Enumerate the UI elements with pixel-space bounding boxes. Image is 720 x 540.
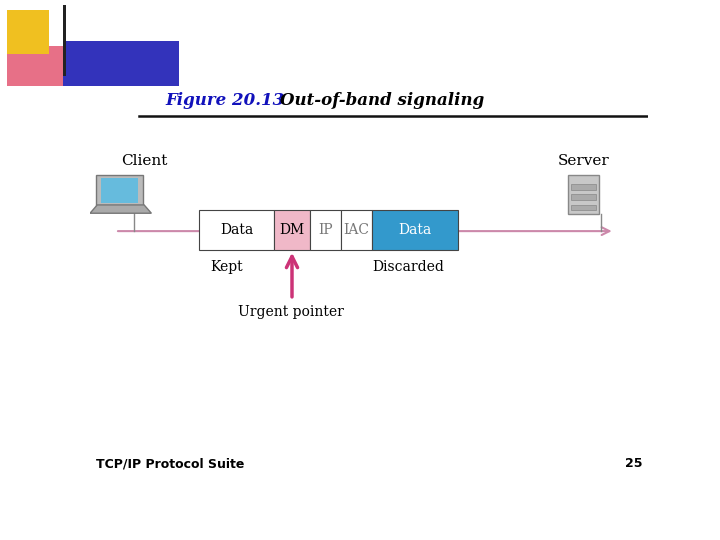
Text: Kept: Kept (210, 260, 243, 274)
Bar (571, 194, 596, 200)
Bar (372, 210, 459, 250)
Text: Client: Client (121, 153, 167, 167)
Text: Figure 20.13: Figure 20.13 (166, 92, 284, 109)
Text: IAC: IAC (343, 223, 369, 237)
Bar (571, 184, 596, 190)
Bar (199, 210, 274, 250)
Bar (274, 210, 310, 250)
Text: 25: 25 (625, 457, 642, 470)
Polygon shape (96, 175, 143, 206)
Text: DM: DM (279, 223, 305, 237)
Polygon shape (101, 178, 138, 203)
Text: Server: Server (558, 153, 610, 167)
Bar (341, 210, 372, 250)
Text: Out-of-band signaling: Out-of-band signaling (280, 92, 484, 109)
Text: Data: Data (220, 223, 253, 237)
Text: Discarded: Discarded (372, 260, 444, 274)
Bar (569, 175, 599, 214)
Text: IP: IP (318, 223, 333, 237)
Bar (571, 205, 596, 210)
Text: TCP/IP Protocol Suite: TCP/IP Protocol Suite (96, 457, 244, 470)
Bar (310, 210, 341, 250)
Text: Urgent pointer: Urgent pointer (238, 305, 344, 319)
Text: Data: Data (398, 223, 432, 237)
Polygon shape (90, 205, 151, 213)
